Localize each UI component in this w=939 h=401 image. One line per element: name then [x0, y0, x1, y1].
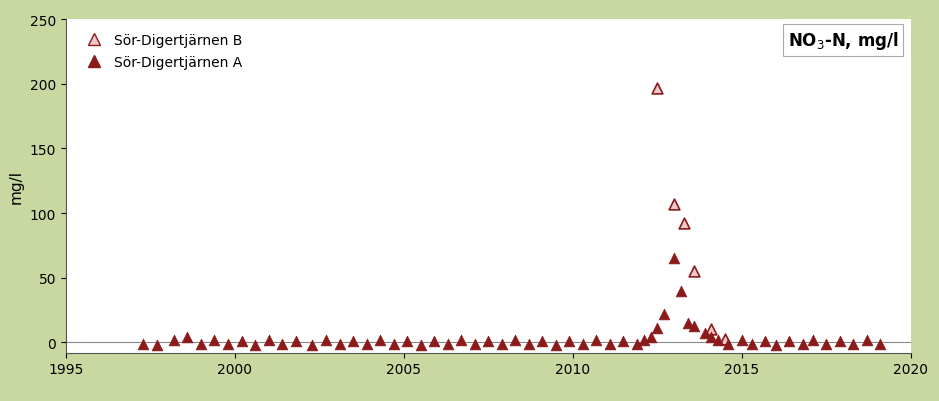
Point [521, 340, 536, 347]
Point [721, 340, 736, 347]
Point [305, 342, 320, 348]
Point [166, 337, 181, 343]
Point [136, 340, 151, 347]
Point [734, 337, 749, 343]
Point [687, 322, 702, 329]
Point [149, 342, 164, 348]
Point [508, 337, 523, 343]
Point [373, 337, 388, 343]
Point [359, 340, 374, 347]
Legend: Sör-Digertjärnen B, Sör-Digertjärnen A: Sör-Digertjärnen B, Sör-Digertjärnen A [72, 27, 250, 77]
Point [468, 340, 483, 347]
Point [386, 340, 401, 347]
Point [494, 340, 509, 347]
Point [548, 342, 563, 348]
Point [711, 337, 726, 343]
Point [745, 340, 760, 347]
Point [819, 340, 834, 347]
Point [717, 336, 732, 342]
Point [221, 340, 236, 347]
Point [400, 338, 415, 344]
Point [180, 334, 195, 340]
Point [481, 338, 496, 344]
Point [680, 320, 695, 326]
Point [667, 255, 682, 262]
Point [576, 340, 591, 347]
Text: NO$_3$-N, mg/l: NO$_3$-N, mg/l [788, 30, 898, 52]
Point [535, 338, 550, 344]
Point [758, 338, 773, 344]
Point [859, 337, 874, 343]
Point [274, 340, 289, 347]
Point [454, 337, 469, 343]
Point [806, 337, 821, 343]
Point [704, 326, 719, 333]
Point [288, 338, 303, 344]
Point [440, 340, 455, 347]
Point [603, 340, 618, 347]
Point [846, 340, 861, 347]
Point [332, 340, 347, 347]
Y-axis label: mg/l: mg/l [9, 170, 24, 203]
Point [832, 338, 847, 344]
Point [629, 340, 644, 347]
Point [704, 334, 719, 340]
Point [667, 201, 682, 208]
Point [673, 288, 688, 294]
Point [795, 340, 810, 347]
Point [234, 338, 249, 344]
Point [697, 330, 712, 337]
Point [207, 337, 222, 343]
Point [426, 338, 441, 344]
Point [261, 337, 276, 343]
Point [687, 268, 702, 275]
Point [562, 338, 577, 344]
Point [677, 221, 692, 227]
Point [656, 311, 671, 317]
Point [637, 337, 652, 343]
Point [873, 340, 888, 347]
Point [643, 334, 658, 340]
Point [413, 342, 428, 348]
Point [318, 337, 333, 343]
Point [650, 325, 665, 332]
Point [589, 337, 604, 343]
Point [781, 338, 796, 344]
Point [248, 342, 263, 348]
Point [193, 340, 208, 347]
Point [346, 338, 361, 344]
Point [616, 338, 631, 344]
Point [650, 85, 665, 92]
Point [768, 342, 783, 348]
